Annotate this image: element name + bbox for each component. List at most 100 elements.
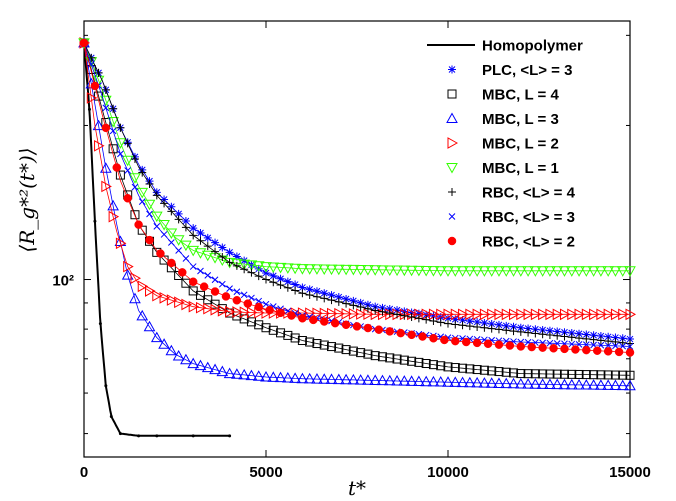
marker bbox=[281, 263, 294, 274]
marker bbox=[276, 274, 285, 283]
marker bbox=[378, 307, 387, 316]
marker bbox=[448, 213, 456, 220]
marker bbox=[334, 293, 343, 302]
marker bbox=[268, 325, 278, 335]
marker bbox=[399, 355, 409, 365]
marker bbox=[156, 249, 165, 258]
marker bbox=[327, 296, 336, 305]
marker bbox=[102, 104, 110, 112]
marker bbox=[334, 307, 345, 320]
marker bbox=[233, 288, 241, 296]
marker bbox=[531, 325, 540, 334]
marker bbox=[187, 245, 200, 257]
marker bbox=[391, 265, 403, 277]
marker bbox=[287, 311, 296, 320]
marker bbox=[369, 374, 382, 385]
marker bbox=[123, 194, 132, 203]
marker bbox=[211, 276, 219, 284]
marker bbox=[289, 372, 301, 383]
marker bbox=[428, 360, 438, 370]
marker bbox=[269, 271, 278, 280]
marker bbox=[86, 92, 98, 104]
marker bbox=[254, 320, 264, 330]
marker bbox=[172, 349, 185, 361]
marker bbox=[327, 291, 336, 300]
marker bbox=[443, 362, 453, 372]
marker bbox=[114, 235, 127, 246]
marker bbox=[267, 371, 280, 382]
marker bbox=[181, 223, 190, 232]
marker bbox=[616, 379, 629, 391]
marker bbox=[376, 265, 389, 276]
marker bbox=[311, 373, 323, 384]
marker bbox=[240, 256, 249, 265]
marker bbox=[218, 280, 226, 288]
marker bbox=[289, 263, 301, 275]
marker bbox=[589, 335, 598, 344]
marker bbox=[371, 306, 380, 315]
marker bbox=[538, 308, 549, 321]
marker bbox=[283, 330, 293, 340]
marker bbox=[121, 269, 134, 280]
marker bbox=[611, 333, 620, 342]
marker bbox=[624, 379, 636, 391]
marker bbox=[130, 210, 140, 220]
marker bbox=[545, 308, 556, 321]
marker bbox=[226, 285, 233, 292]
marker bbox=[385, 309, 394, 318]
marker bbox=[94, 139, 105, 152]
marker bbox=[188, 277, 198, 287]
marker bbox=[129, 292, 141, 304]
marker bbox=[218, 243, 227, 252]
marker bbox=[449, 376, 462, 387]
marker bbox=[418, 332, 427, 341]
marker bbox=[303, 372, 316, 384]
marker bbox=[603, 347, 613, 356]
marker bbox=[238, 259, 251, 271]
marker bbox=[456, 266, 469, 277]
marker bbox=[239, 306, 251, 319]
marker bbox=[228, 434, 232, 438]
marker bbox=[624, 266, 636, 277]
marker bbox=[524, 328, 533, 337]
marker bbox=[472, 338, 482, 348]
marker bbox=[121, 155, 134, 167]
marker bbox=[400, 311, 409, 320]
marker bbox=[448, 65, 456, 74]
marker bbox=[221, 292, 231, 301]
marker bbox=[276, 281, 285, 290]
marker bbox=[429, 333, 438, 343]
marker bbox=[296, 372, 309, 384]
marker bbox=[240, 265, 249, 274]
marker bbox=[158, 338, 170, 349]
marker bbox=[196, 236, 205, 245]
marker bbox=[582, 345, 591, 355]
marker bbox=[181, 298, 192, 311]
marker bbox=[303, 264, 316, 275]
series-8 bbox=[79, 38, 635, 357]
marker bbox=[465, 364, 475, 374]
marker bbox=[494, 320, 503, 329]
x-tick-label: 15000 bbox=[609, 464, 651, 481]
legend-label: MBC, L = 4 bbox=[482, 87, 559, 104]
marker bbox=[625, 308, 637, 321]
marker bbox=[493, 377, 505, 388]
marker bbox=[153, 223, 161, 230]
marker bbox=[458, 316, 467, 325]
marker bbox=[145, 235, 154, 245]
marker bbox=[581, 308, 593, 321]
marker bbox=[167, 207, 176, 216]
marker bbox=[231, 368, 243, 379]
marker bbox=[516, 323, 525, 332]
marker bbox=[267, 262, 280, 274]
marker bbox=[465, 317, 474, 326]
marker bbox=[247, 268, 256, 277]
marker bbox=[538, 369, 548, 379]
marker bbox=[405, 375, 418, 386]
marker bbox=[137, 434, 141, 438]
marker bbox=[522, 266, 534, 277]
marker bbox=[196, 228, 205, 237]
marker bbox=[129, 173, 141, 184]
marker bbox=[93, 219, 97, 223]
marker bbox=[99, 162, 112, 173]
